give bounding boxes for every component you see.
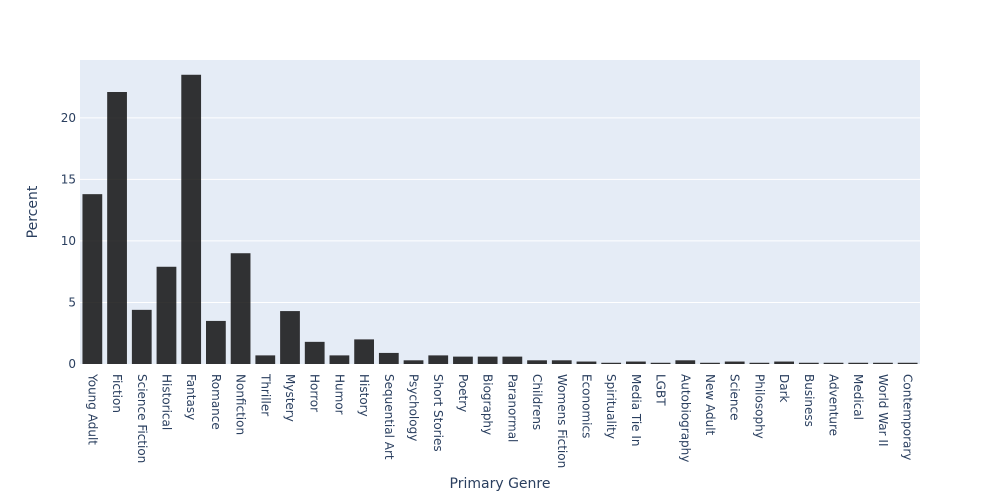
x-tick-label: LGBT bbox=[654, 374, 668, 406]
x-tick-label: Paranormal bbox=[505, 374, 519, 442]
y-tick-label: 10 bbox=[61, 234, 76, 248]
bars bbox=[82, 74, 918, 365]
bar[interactable] bbox=[82, 194, 103, 364]
x-tick-label: Biography bbox=[481, 374, 495, 435]
x-tick-label: New Adult bbox=[703, 374, 717, 436]
bar[interactable] bbox=[650, 362, 671, 364]
x-tick-label: Romance bbox=[209, 374, 223, 430]
bar[interactable] bbox=[551, 360, 572, 364]
x-tick-label: Dark bbox=[777, 374, 791, 403]
x-axis-title: Primary Genre bbox=[450, 476, 551, 492]
x-tick-label: Historical bbox=[159, 374, 173, 430]
y-tick-label: 20 bbox=[61, 111, 76, 125]
bar[interactable] bbox=[477, 356, 498, 364]
bar[interactable] bbox=[107, 92, 127, 364]
x-tick-label: Mystery bbox=[283, 374, 297, 422]
bar[interactable] bbox=[156, 266, 177, 364]
bar[interactable] bbox=[378, 352, 399, 364]
x-tick-label: Young Adult bbox=[85, 373, 99, 445]
x-tick-label: Spirituality bbox=[604, 374, 618, 439]
x-tick-label: Sequential Art bbox=[382, 374, 396, 460]
bar[interactable] bbox=[823, 362, 844, 364]
x-tick-label: Business bbox=[802, 374, 816, 427]
bar[interactable] bbox=[601, 362, 622, 364]
gridlines bbox=[80, 117, 920, 303]
bar[interactable] bbox=[897, 362, 918, 364]
bar[interactable] bbox=[848, 362, 869, 364]
bar[interactable] bbox=[502, 356, 523, 364]
bar[interactable] bbox=[675, 360, 696, 364]
x-tick-label: Contemporary bbox=[901, 374, 915, 460]
x-tick-label: Childrens bbox=[530, 374, 544, 430]
x-tick-label: Fantasy bbox=[184, 374, 198, 420]
x-tick-label: Economics bbox=[579, 374, 593, 438]
x-tick-label: Medical bbox=[851, 374, 865, 420]
x-tick-label: Philosophy bbox=[752, 374, 766, 439]
x-tick-label: Autobiography bbox=[678, 374, 692, 462]
bar[interactable] bbox=[798, 362, 819, 364]
x-tick-label: Media Tie In bbox=[629, 374, 643, 447]
bar[interactable] bbox=[453, 356, 473, 364]
x-tick-label: Fiction bbox=[110, 374, 124, 413]
x-tick-label: Womens Fiction bbox=[555, 374, 569, 468]
y-tick-label: 0 bbox=[68, 357, 76, 371]
y-tick-labels: 0 5 10 15 20 bbox=[61, 111, 76, 371]
y-tick-label: 15 bbox=[61, 172, 76, 186]
x-tick-label: Nonfiction bbox=[234, 374, 248, 435]
bar[interactable] bbox=[873, 362, 893, 364]
bar[interactable] bbox=[181, 74, 202, 365]
bar[interactable] bbox=[724, 361, 745, 364]
x-tick-label: World War II bbox=[876, 374, 890, 446]
bar[interactable] bbox=[206, 320, 226, 364]
bar[interactable] bbox=[626, 361, 646, 364]
bar[interactable] bbox=[576, 361, 597, 364]
bar[interactable] bbox=[527, 360, 547, 364]
x-tick-label: Short Stories bbox=[431, 374, 445, 452]
bar[interactable] bbox=[403, 360, 424, 364]
x-tick-label: History bbox=[357, 374, 371, 417]
bar[interactable] bbox=[304, 341, 325, 364]
x-tick-label: Thriller bbox=[258, 373, 272, 416]
bar[interactable] bbox=[230, 253, 251, 364]
bar[interactable] bbox=[774, 361, 794, 364]
y-tick-label: 5 bbox=[68, 295, 76, 309]
y-axis-title: Percent bbox=[25, 185, 41, 238]
x-tick-label: Horror bbox=[308, 374, 322, 412]
bar[interactable] bbox=[329, 355, 350, 364]
plot-area bbox=[80, 60, 920, 364]
bar[interactable] bbox=[428, 355, 449, 364]
x-tick-labels: Young Adult Fiction Science Fiction Histori… bbox=[85, 373, 914, 468]
x-tick-label: Humor bbox=[332, 374, 346, 415]
bar[interactable] bbox=[255, 355, 276, 364]
bar[interactable] bbox=[700, 362, 720, 364]
x-tick-label: Science bbox=[728, 374, 742, 421]
x-tick-label: Poetry bbox=[456, 374, 470, 412]
bar[interactable] bbox=[131, 309, 152, 364]
bar[interactable] bbox=[749, 362, 770, 364]
x-tick-label: Adventure bbox=[827, 374, 841, 436]
bar[interactable] bbox=[354, 339, 374, 364]
x-tick-label: Science Fiction bbox=[135, 374, 149, 463]
bar[interactable] bbox=[280, 311, 300, 364]
x-tick-label: Psychology bbox=[407, 374, 421, 441]
